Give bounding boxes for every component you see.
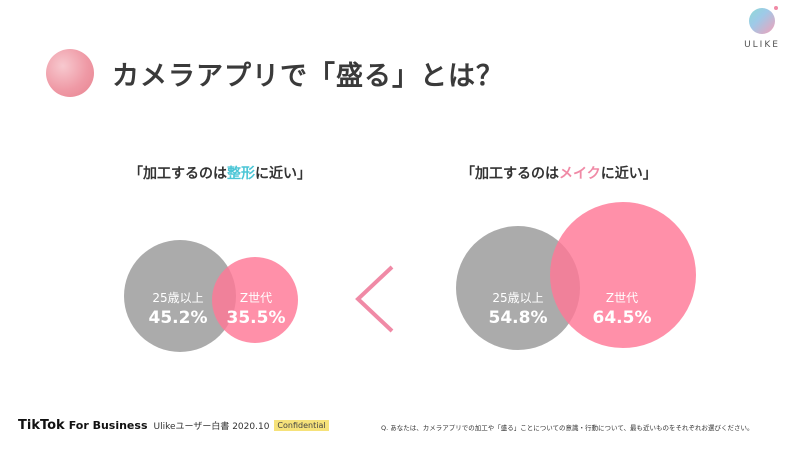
right-caption-highlight: メイク xyxy=(559,166,601,182)
left-caption-prefix: 「加工するのは xyxy=(129,166,227,182)
right-caption-prefix: 「加工するのは xyxy=(461,166,559,182)
right-caption-suffix: に近い」 xyxy=(600,166,657,182)
ulike-logo-text: ULIKE xyxy=(744,40,780,50)
report-name: Ulikeユーザー白書 2020.10 xyxy=(153,422,270,432)
survey-question-footnote: Q. あなたは、カメラアプリでの加工や「盛る」ことについての意識・行動について、… xyxy=(381,424,754,432)
left-caption-highlight: 整形 xyxy=(227,166,255,182)
left-genz-value: 35.5% xyxy=(226,308,286,328)
left-caption-suffix: に近い」 xyxy=(255,166,311,182)
right-genz-name: Z世代 xyxy=(605,291,639,305)
right-older-value: 54.8% xyxy=(488,308,548,328)
right-genz-circle xyxy=(550,202,696,348)
left-genz-name: Z世代 xyxy=(239,291,273,305)
ulike-logo-icon xyxy=(749,6,778,34)
right-genz-label: Z世代 64.5% xyxy=(582,289,662,328)
left-genz-label: Z世代 35.5% xyxy=(216,289,296,328)
left-older-name: 25歳以上 xyxy=(152,291,204,305)
right-diagram-caption: 「加工するのはメイクに近い」 xyxy=(461,163,657,183)
left-older-value: 45.2% xyxy=(148,308,208,328)
right-older-name: 25歳以上 xyxy=(492,291,544,305)
tiktok-logo: TikTok xyxy=(18,418,65,433)
confidential-badge: Confidential xyxy=(274,420,329,431)
ulike-logo: ULIKE xyxy=(744,6,780,50)
right-genz-value: 64.5% xyxy=(592,308,652,328)
right-older-label: 25歳以上 54.8% xyxy=(478,289,558,328)
page-title: カメラアプリで「盛る」とは？ xyxy=(112,61,504,92)
left-diagram-caption: 「加工するのは整形に近い」 xyxy=(129,163,311,183)
less-than-chevron-icon xyxy=(355,265,394,333)
title-bullet-dot xyxy=(46,49,94,97)
for-business-text: For Business xyxy=(68,419,148,432)
left-genz-circle xyxy=(212,257,298,343)
left-older-label: 25歳以上 45.2% xyxy=(138,289,218,328)
footer-branding: TikTok For Business Ulikeユーザー白書 2020.10 … xyxy=(18,418,329,433)
